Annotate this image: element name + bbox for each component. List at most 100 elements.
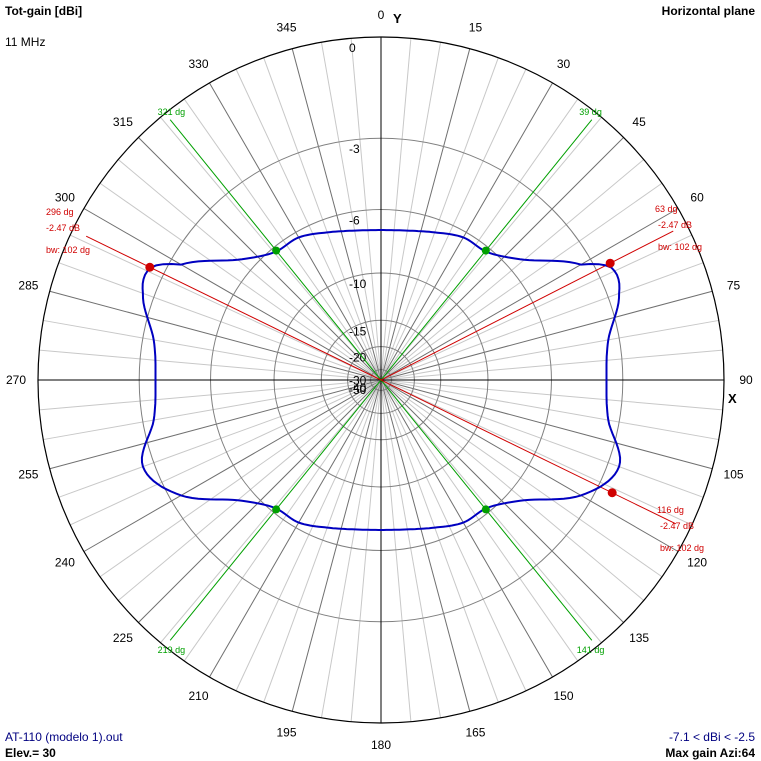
grid-spoke: [39, 349, 381, 381]
grid-spoke: [381, 349, 723, 381]
grid-spoke: [43, 319, 381, 381]
radial-tick-label: 0: [349, 41, 356, 55]
angle-tick-label: 15: [469, 20, 483, 34]
beamwidth-point: [605, 258, 615, 268]
radial-tick-label: -30: [349, 374, 367, 388]
grid-spoke: [235, 68, 382, 380]
grid-spoke: [380, 380, 412, 722]
x-axis-letter: X: [728, 391, 737, 406]
radial-tick-label: -40: [349, 381, 367, 395]
grid-spoke: [381, 290, 713, 381]
null-point: [481, 505, 490, 514]
grid-spoke: [380, 48, 471, 380]
beamwidth-angle-label: 116 dg: [657, 505, 684, 515]
grid-spoke: [183, 380, 381, 662]
angle-tick-label: 240: [55, 556, 75, 570]
grid-spoke: [381, 262, 704, 381]
null-point: [272, 505, 281, 514]
grid-spoke: [320, 42, 382, 380]
grid-spoke: [160, 116, 381, 380]
grid-spoke: [138, 380, 381, 623]
angle-tick-label: 315: [113, 115, 133, 129]
angle-tick-label: 60: [690, 191, 704, 205]
beamwidth-bw-label: bw: 102 dg: [660, 543, 704, 553]
file-name: AT-110 (modelo 1).out: [5, 730, 123, 744]
grid-spoke: [69, 379, 381, 526]
grid-spoke: [381, 98, 579, 380]
grid-spoke: [381, 380, 663, 578]
gain-range: -7.1 < dBi < -2.5: [668, 730, 755, 744]
null-line-label: 39 dg: [579, 107, 602, 117]
elevation-label: Elev.= 30: [5, 746, 56, 760]
grid-spoke: [381, 379, 719, 441]
null-point: [272, 246, 281, 255]
grid-spoke: [235, 380, 382, 692]
grid-spoke: [381, 208, 679, 380]
grid-spoke: [381, 234, 693, 381]
grid-spoke: [58, 262, 381, 381]
angle-tick-label: 225: [113, 631, 133, 645]
beamwidth-line: [380, 379, 677, 525]
grid-spoke: [117, 380, 381, 601]
y-axis-letter: Y: [393, 11, 402, 26]
angle-tick-label: 195: [277, 726, 297, 740]
grid-spoke: [138, 137, 381, 380]
radial-tick-label: -3: [349, 142, 360, 156]
angle-tick-label: 210: [188, 689, 208, 703]
grid-spoke: [183, 98, 381, 380]
grid-spoke: [381, 380, 602, 644]
grid-spoke: [381, 380, 579, 662]
grid-spoke: [380, 42, 442, 380]
grid-spoke: [381, 380, 679, 552]
grid-spoke: [381, 379, 723, 411]
grid-spoke: [381, 159, 645, 380]
grid-spoke: [263, 57, 382, 380]
grid-spoke: [49, 379, 381, 470]
grid-spoke: [99, 182, 381, 380]
angle-tick-label: 90: [739, 373, 753, 387]
angle-tick-label: 105: [724, 467, 744, 481]
grid-spoke: [381, 380, 624, 623]
beamwidth-line: [380, 230, 674, 381]
grid-spoke: [83, 380, 381, 552]
grid-spoke: [160, 380, 381, 644]
grid-spoke: [350, 38, 382, 380]
beamwidth-line: [85, 235, 382, 381]
angle-tick-label: 255: [18, 467, 38, 481]
angle-tick-label: 120: [687, 556, 707, 570]
grid-spoke: [381, 379, 693, 526]
grid-spoke: [381, 137, 624, 380]
grid-spoke: [263, 380, 382, 703]
beamwidth-gain-label: -2.47 dB: [46, 223, 80, 233]
grid-spoke: [320, 380, 382, 718]
grid-spoke: [291, 48, 382, 380]
grid-spoke: [380, 380, 442, 718]
angle-tick-label: 180: [371, 738, 391, 752]
angle-tick-label: 45: [632, 115, 646, 129]
grid-spoke: [380, 380, 527, 692]
grid-spoke: [381, 380, 553, 678]
beamwidth-point: [145, 262, 155, 272]
angle-tick-label: 0: [378, 8, 385, 22]
radial-tick-label: -15: [349, 324, 367, 338]
grid-spoke: [58, 379, 381, 498]
null-line-label: 141 dg: [577, 645, 605, 655]
grid-spoke: [209, 380, 381, 678]
radial-tick-label: -6: [349, 214, 360, 228]
beamwidth-bw-label: bw: 102 dg: [658, 242, 702, 252]
grid-spoke: [380, 380, 499, 703]
radial-tick-label: -20: [349, 351, 367, 365]
angle-tick-label: 135: [629, 631, 649, 645]
max-gain-label: Max gain Azi:64: [665, 746, 755, 760]
plane-label: Horizontal plane: [661, 4, 755, 18]
grid-spoke: [381, 379, 713, 470]
grid-spoke: [39, 379, 381, 411]
grid-spoke: [380, 57, 499, 380]
beamwidth-angle-label: 63 dg: [655, 204, 678, 214]
null-point: [481, 246, 490, 255]
grid-spoke: [381, 82, 553, 380]
grid-spoke: [49, 290, 381, 381]
gain-pattern-curve: [140, 229, 622, 531]
angle-tick-label: 330: [188, 57, 208, 71]
